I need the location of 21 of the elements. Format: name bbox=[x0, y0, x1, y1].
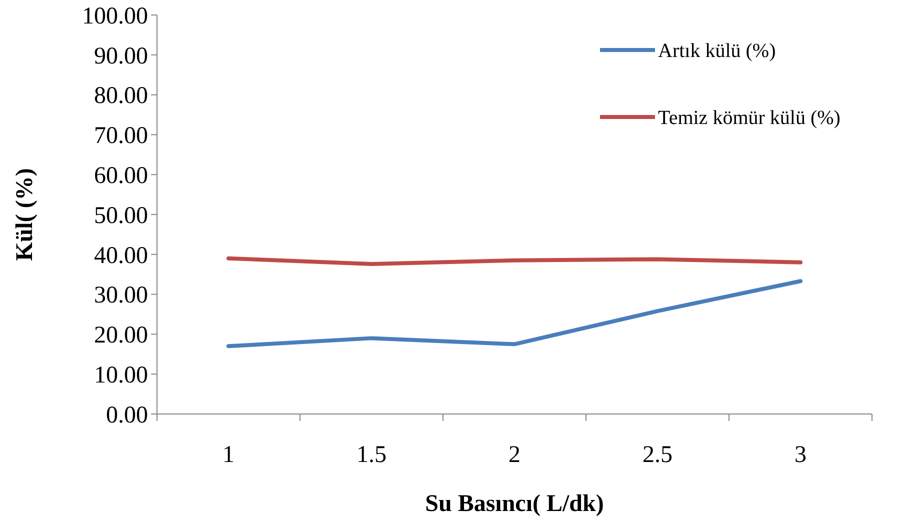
x-axis-title: Su Basıncı( L/dk) bbox=[425, 491, 604, 517]
y-tick-label: 0.00 bbox=[106, 402, 148, 428]
x-tick-label: 1 bbox=[222, 442, 234, 468]
y-tick-label: 10.00 bbox=[94, 362, 148, 388]
x-tick-label: 2.5 bbox=[642, 442, 672, 468]
y-tick-label: 100.00 bbox=[82, 3, 148, 30]
x-tick-label: 2 bbox=[508, 442, 520, 468]
y-tick-label: 20.00 bbox=[94, 322, 148, 349]
y-tick-label: 30.00 bbox=[94, 282, 148, 309]
legend-label: Artık külü (%) bbox=[658, 40, 776, 62]
x-tick-label: 1.5 bbox=[356, 442, 386, 468]
y-tick-label: 80.00 bbox=[94, 83, 148, 110]
x-tick-label: 3 bbox=[794, 442, 806, 468]
y-axis-title: Kül( (%) bbox=[12, 168, 38, 261]
line-series bbox=[226, 279, 802, 348]
y-tick-label: 90.00 bbox=[94, 43, 148, 70]
y-tick-label: 40.00 bbox=[94, 242, 148, 269]
y-tick-label: 50.00 bbox=[94, 202, 148, 229]
y-tick-label: 60.00 bbox=[94, 163, 148, 189]
legend-label: Temiz kömür külü (%) bbox=[658, 107, 840, 129]
y-tick-label: 70.00 bbox=[94, 123, 148, 150]
